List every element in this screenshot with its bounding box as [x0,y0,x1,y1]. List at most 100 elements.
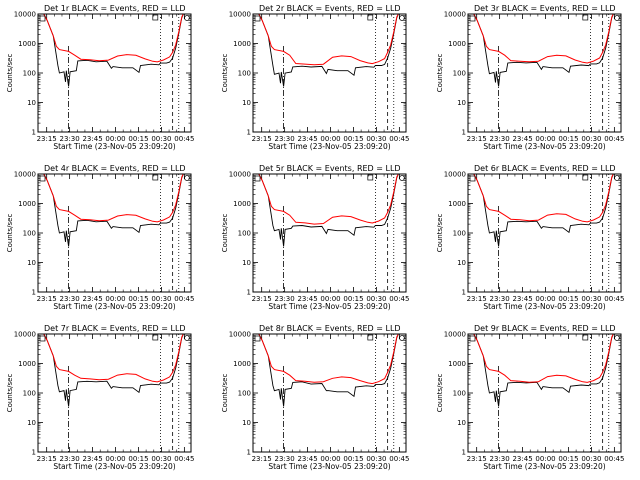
y-tick-label: 10000 [14,331,36,339]
plot-frame [467,333,622,453]
y-tick-label: 10 [457,259,466,267]
y-axis-label: Counts/sec [6,374,14,413]
lld-series-line [473,14,614,64]
y-tick-label: 1000 [233,40,251,48]
events-series-line [473,14,614,87]
corner-box-marker [254,15,261,22]
corner-circle-marker [614,15,620,21]
x-axis-label: Start Time (23-Nov-05 23:09:20) [268,142,390,151]
plot-frame [37,333,192,453]
x-tick-label: 00:30 [151,295,171,303]
lld-series-line [258,334,399,385]
y-tick-label: 1000 [18,40,36,48]
x-tick-label: 00:00 [535,135,555,143]
x-tick-label: 23:45 [512,135,532,143]
corner-box-marker [254,335,261,342]
y-tick-label: 10000 [14,171,36,179]
x-axis-label: Start Time (23-Nov-05 23:09:20) [53,462,175,471]
x-tick-label: 00:30 [366,455,386,463]
lld-series-line [43,174,184,223]
lld-series-line [43,334,184,383]
y-axis-label: Counts/sec [436,374,444,413]
x-tick-label: 23:30 [490,295,510,303]
x-tick-label: 23:15 [37,455,57,463]
detector-panel: Det 5r BLACK = Events, RED = LLD 1 10 100 10… [221,164,409,311]
x-tick-label: 23:45 [512,295,532,303]
x-tick-label: 00:15 [128,295,148,303]
x-tick-label: 00:45 [174,295,194,303]
y-axis-label: Counts/sec [221,214,229,253]
corner-circle-marker [184,175,190,181]
x-tick-label: 23:30 [60,295,80,303]
x-axis-label: Start Time (23-Nov-05 23:09:20) [483,462,605,471]
y-tick-label: 10 [242,419,251,427]
corner-circle-marker [399,175,405,181]
x-tick-label: 00:00 [105,295,125,303]
series-group [473,174,614,247]
x-tick-label: 23:15 [252,295,272,303]
detector-panel: Det 7r BLACK = Events, RED = LLD 1 10 100 10… [6,324,194,471]
y-tick-label: 10 [242,99,251,107]
x-tick-label: 00:30 [366,135,386,143]
corner-box-marker [152,174,159,181]
y-tick-label: 100 [238,230,251,238]
corner-box-marker [367,14,374,21]
events-series-line [43,334,184,407]
panel-title: Det 5r BLACK = Events, RED = LLD [259,164,401,173]
y-tick-label: 10000 [229,11,251,19]
y-tick-label: 10 [242,259,251,267]
corner-circle-marker [399,335,405,341]
x-tick-label: 23:45 [297,295,317,303]
corner-box-marker [254,175,261,182]
x-tick-label: 23:30 [275,295,295,303]
panel-title: Det 2r BLACK = Events, RED = LLD [259,4,401,13]
series-group [43,14,184,87]
corner-box-marker [469,175,476,182]
panel-title: Det 8r BLACK = Events, RED = LLD [259,324,401,333]
corner-box-marker [367,174,374,181]
x-axis-label: Start Time (23-Nov-05 23:09:20) [53,142,175,151]
y-tick-label: 10 [457,99,466,107]
series-group [258,334,399,407]
lld-series-line [258,14,399,66]
corner-circle-marker [184,15,190,21]
x-tick-label: 00:15 [343,455,363,463]
x-tick-label: 23:15 [252,135,272,143]
x-tick-label: 00:45 [604,135,624,143]
x-tick-label: 00:15 [343,135,363,143]
y-tick-label: 1000 [448,360,466,368]
x-tick-label: 23:15 [37,295,57,303]
corner-box-marker [469,335,476,342]
x-tick-label: 00:45 [389,295,409,303]
y-tick-label: 1 [462,289,466,297]
x-tick-label: 00:00 [320,295,340,303]
x-tick-label: 00:30 [151,135,171,143]
x-tick-label: 23:45 [82,455,102,463]
y-tick-label: 1 [247,129,251,137]
x-tick-label: 23:30 [490,455,510,463]
corner-box-marker [469,15,476,22]
lld-series-line [473,334,614,383]
plot-frame [252,173,407,293]
y-axis-label: Counts/sec [6,214,14,253]
corner-box-marker [152,334,159,341]
y-tick-label: 10000 [444,171,466,179]
x-tick-label: 00:00 [320,135,340,143]
events-series-line [258,14,399,87]
x-tick-label: 23:45 [82,295,102,303]
y-tick-label: 1 [247,449,251,457]
plot-frame [37,13,192,133]
corner-box-marker [582,14,589,21]
series-group [43,174,184,247]
x-tick-label: 00:15 [558,295,578,303]
x-tick-label: 00:15 [343,295,363,303]
corner-box-marker [39,15,46,22]
events-series-line [258,334,399,407]
plot-frame [467,173,622,293]
detector-panel: Det 6r BLACK = Events, RED = LLD 1 10 100 10… [436,164,624,311]
x-tick-label: 00:15 [558,135,578,143]
y-tick-label: 1000 [448,40,466,48]
y-tick-label: 100 [23,230,36,238]
y-tick-label: 100 [453,230,466,238]
